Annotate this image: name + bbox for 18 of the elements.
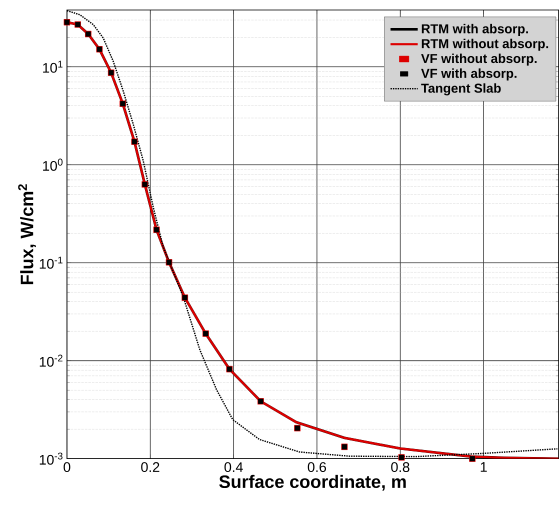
legend-label: VF with absorp.	[421, 68, 516, 81]
legend-label: RTM with absorp.	[422, 24, 528, 36]
x-tick-label: 0.2	[141, 462, 160, 472]
y-tick-label: 10$^{1}$	[43, 60, 62, 73]
y-tick-label: 10$^{-1}$	[40, 256, 62, 269]
y-tick-label: 10$^{-3}$	[40, 452, 63, 465]
x-axis-title: Surface coordinate, m	[219, 475, 406, 491]
legend-label: RTM without absorp.	[422, 38, 548, 51]
y-tick-label: 10$^{0}$	[43, 158, 63, 172]
legend-label: VF without absorp.	[421, 54, 537, 66]
x-tick-label: 0.4	[224, 462, 243, 472]
y-axis-title: Flux, W/cm$^{2}$	[18, 184, 36, 284]
x-tick-label: 0	[64, 462, 70, 472]
x-tick-label: 0.8	[391, 462, 410, 472]
x-tick-label: 0.6	[308, 462, 326, 472]
legend-label: Tangent Slab	[421, 83, 501, 96]
y-tick-label: 10$^{-2}$	[40, 354, 62, 367]
x-tick-label: 1	[480, 462, 487, 472]
